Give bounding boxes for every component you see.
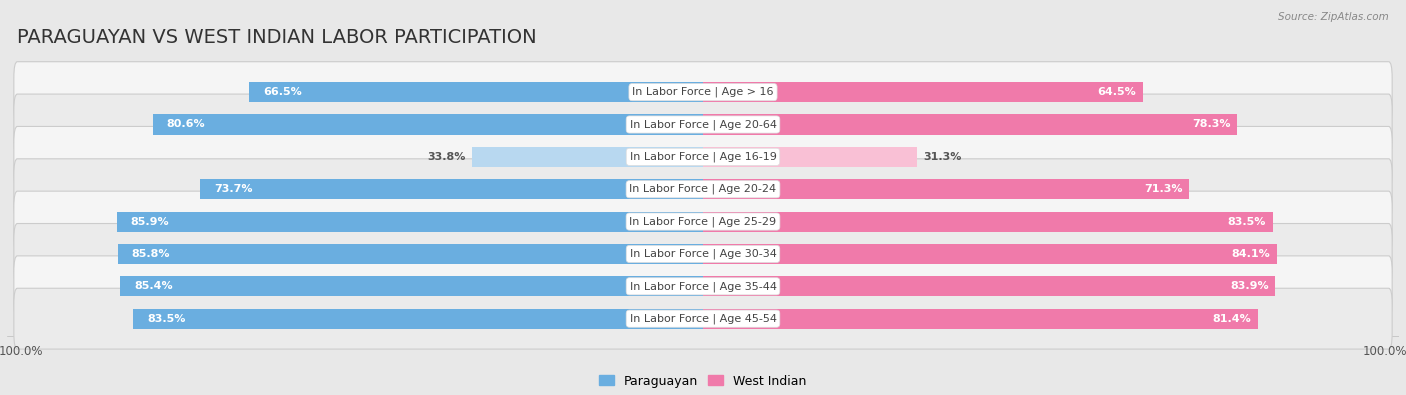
Text: 73.7%: 73.7% [214, 184, 252, 194]
Bar [703, 244, 1277, 264]
Text: 64.5%: 64.5% [1098, 87, 1136, 97]
Bar [703, 147, 917, 167]
Bar [134, 308, 703, 329]
Text: 83.9%: 83.9% [1230, 281, 1268, 291]
Bar [153, 115, 703, 135]
Bar [117, 212, 703, 231]
Text: In Labor Force | Age 45-54: In Labor Force | Age 45-54 [630, 313, 776, 324]
Bar [703, 276, 1275, 296]
Bar [472, 147, 703, 167]
Bar [703, 115, 1237, 135]
Text: 85.8%: 85.8% [131, 249, 170, 259]
Bar [200, 179, 703, 199]
Text: 81.4%: 81.4% [1213, 314, 1251, 324]
Bar [703, 179, 1189, 199]
Text: 83.5%: 83.5% [1227, 216, 1265, 227]
Text: 85.4%: 85.4% [134, 281, 173, 291]
FancyBboxPatch shape [14, 62, 1392, 122]
Text: PARAGUAYAN VS WEST INDIAN LABOR PARTICIPATION: PARAGUAYAN VS WEST INDIAN LABOR PARTICIP… [17, 28, 537, 47]
Text: 78.3%: 78.3% [1192, 120, 1230, 130]
Text: In Labor Force | Age 30-34: In Labor Force | Age 30-34 [630, 249, 776, 259]
Bar [703, 308, 1258, 329]
Text: 85.9%: 85.9% [131, 216, 169, 227]
FancyBboxPatch shape [14, 159, 1392, 220]
Bar [118, 244, 703, 264]
Text: In Labor Force | Age 35-44: In Labor Force | Age 35-44 [630, 281, 776, 292]
Text: 33.8%: 33.8% [427, 152, 465, 162]
Text: In Labor Force | Age 16-19: In Labor Force | Age 16-19 [630, 152, 776, 162]
Text: 84.1%: 84.1% [1232, 249, 1270, 259]
Text: Source: ZipAtlas.com: Source: ZipAtlas.com [1278, 12, 1389, 22]
Text: 31.3%: 31.3% [924, 152, 962, 162]
Text: 80.6%: 80.6% [167, 120, 205, 130]
Text: 71.3%: 71.3% [1144, 184, 1182, 194]
FancyBboxPatch shape [14, 126, 1392, 187]
FancyBboxPatch shape [14, 288, 1392, 349]
Text: 66.5%: 66.5% [263, 87, 302, 97]
Bar [703, 82, 1143, 102]
Text: In Labor Force | Age 25-29: In Labor Force | Age 25-29 [630, 216, 776, 227]
FancyBboxPatch shape [14, 256, 1392, 317]
Bar [121, 276, 703, 296]
FancyBboxPatch shape [14, 191, 1392, 252]
Legend: Paraguayan, West Indian: Paraguayan, West Indian [595, 370, 811, 393]
Bar [249, 82, 703, 102]
FancyBboxPatch shape [14, 224, 1392, 284]
Text: In Labor Force | Age 20-24: In Labor Force | Age 20-24 [630, 184, 776, 194]
Text: 83.5%: 83.5% [146, 314, 186, 324]
Text: In Labor Force | Age 20-64: In Labor Force | Age 20-64 [630, 119, 776, 130]
FancyBboxPatch shape [14, 94, 1392, 155]
Text: In Labor Force | Age > 16: In Labor Force | Age > 16 [633, 87, 773, 98]
Bar [703, 212, 1272, 231]
